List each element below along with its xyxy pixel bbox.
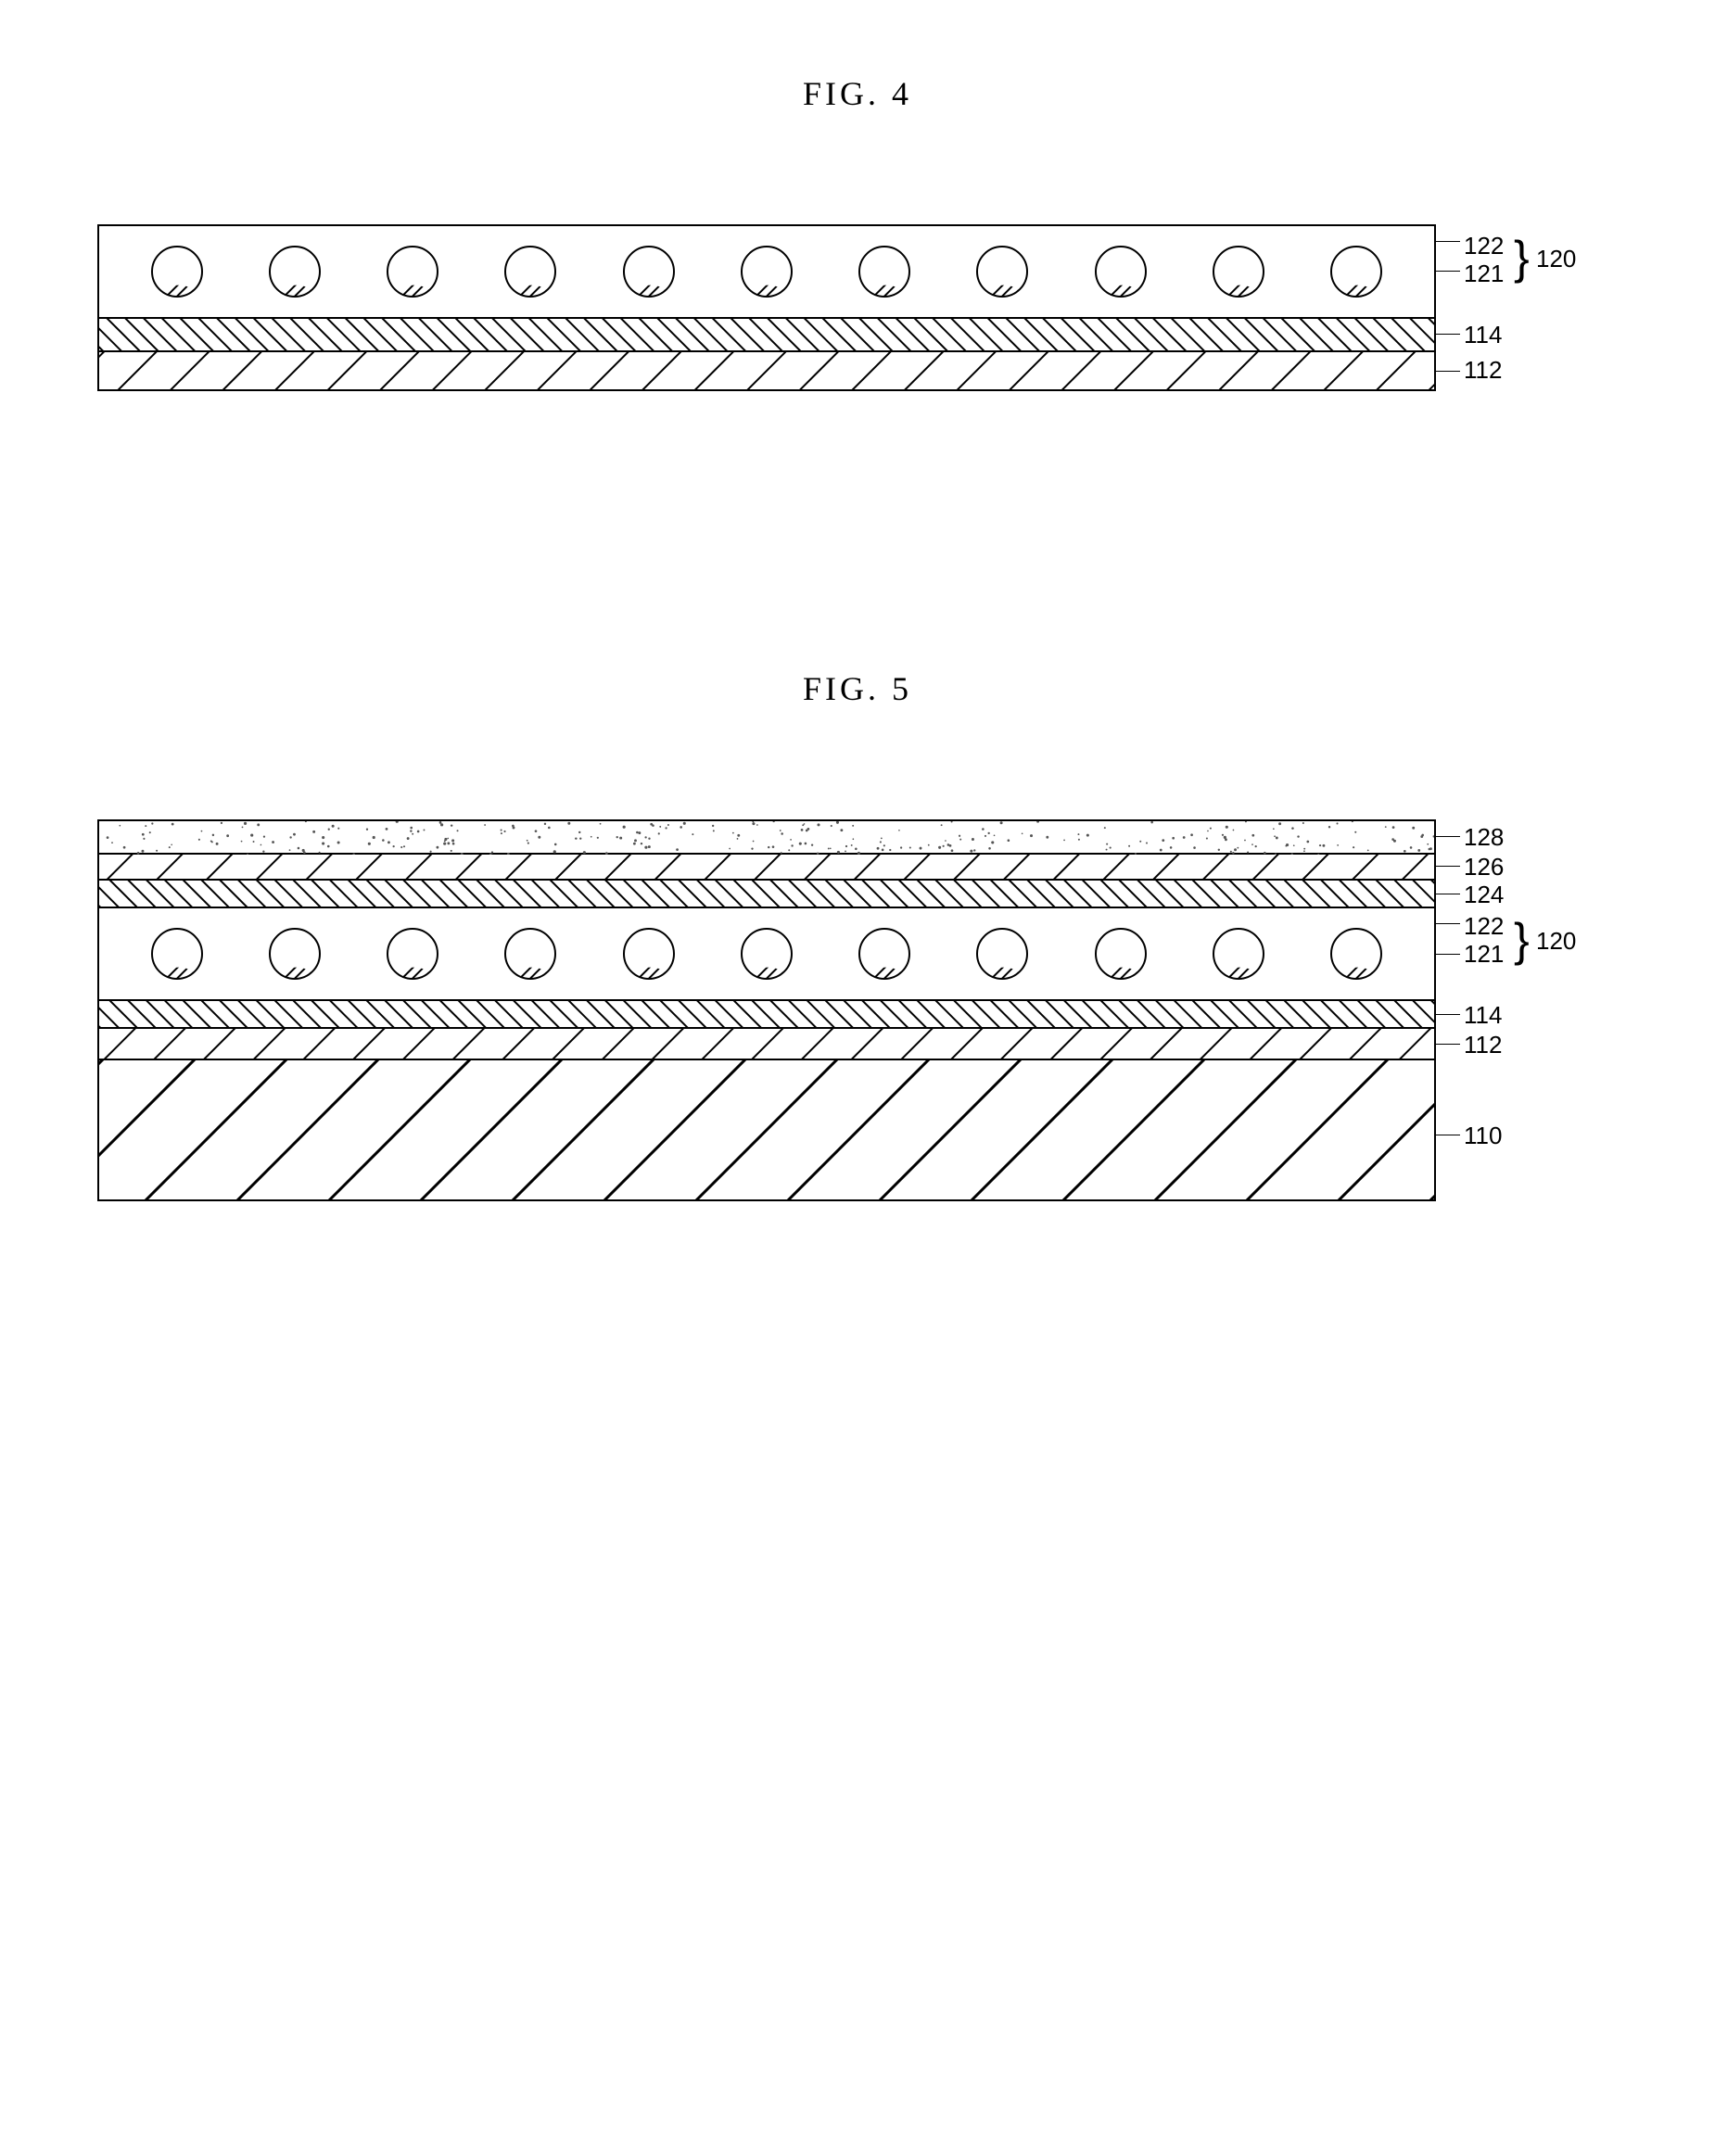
particle-dot (269, 928, 321, 980)
layer-label: 122 (1464, 912, 1504, 941)
particle-dot (1095, 928, 1147, 980)
leader-line (1434, 866, 1460, 867)
particle-dot (623, 928, 675, 980)
leader-line (1434, 954, 1460, 955)
leader-line (1434, 836, 1460, 837)
figure-diagram: 122121}120 114 112 (97, 224, 1618, 391)
layer-l112_4 (99, 352, 1434, 389)
leader-line (1434, 923, 1460, 924)
particle-dot (269, 246, 321, 298)
layer-label: 128 (1464, 823, 1504, 852)
layer-label: 114 (1464, 321, 1502, 349)
particle-dot (741, 928, 793, 980)
particle-dot (1330, 928, 1382, 980)
layer-l126 (99, 855, 1434, 881)
group-label: 120 (1536, 927, 1576, 956)
group-brace: } (1514, 230, 1530, 285)
layer-dots5 (99, 908, 1434, 1001)
layer-label: 121 (1464, 940, 1504, 969)
layer-label: 122 (1464, 232, 1504, 260)
layer-l110 (99, 1060, 1434, 1199)
particle-dot (623, 246, 675, 298)
figure-diagram: 128126124 122121}120 114112 110 (97, 819, 1618, 1201)
particle-dot (387, 928, 438, 980)
particle-dot (151, 928, 203, 980)
layer-label: 124 (1464, 881, 1504, 909)
particle-dot (1330, 246, 1382, 298)
layer-l114_4 (99, 319, 1434, 352)
particle-dot (858, 928, 910, 980)
group-label: 120 (1536, 245, 1576, 273)
layer-label: 112 (1464, 1031, 1502, 1059)
leader-line (1434, 1044, 1460, 1045)
particle-dot (1213, 246, 1264, 298)
layer-l112_5 (99, 1029, 1434, 1060)
layer-l114_5 (99, 1001, 1434, 1029)
particle-dot (858, 246, 910, 298)
particle-dot (504, 928, 556, 980)
leader-line (1434, 241, 1460, 242)
particle-dot (151, 246, 203, 298)
layer-label: 110 (1464, 1122, 1502, 1150)
layer-dots4 (99, 226, 1434, 319)
particle-dot (1095, 246, 1147, 298)
layer-l124 (99, 881, 1434, 908)
figure-title: FIG. 5 (37, 669, 1678, 708)
layer-l128 (99, 821, 1434, 855)
particle-dot (976, 928, 1028, 980)
particle-dot (741, 246, 793, 298)
leader-line (1434, 271, 1460, 272)
particle-dot (976, 246, 1028, 298)
layer-label: 121 (1464, 260, 1504, 288)
particle-dot (1213, 928, 1264, 980)
leader-line (1434, 371, 1460, 372)
leader-line (1434, 1014, 1460, 1015)
leader-line (1434, 334, 1460, 335)
particle-dot (504, 246, 556, 298)
layer-label: 126 (1464, 853, 1504, 881)
layer-label: 112 (1464, 356, 1502, 385)
particle-dot (387, 246, 438, 298)
layer-label: 114 (1464, 1001, 1502, 1030)
figure-title: FIG. 4 (37, 74, 1678, 113)
group-brace: } (1514, 912, 1530, 968)
